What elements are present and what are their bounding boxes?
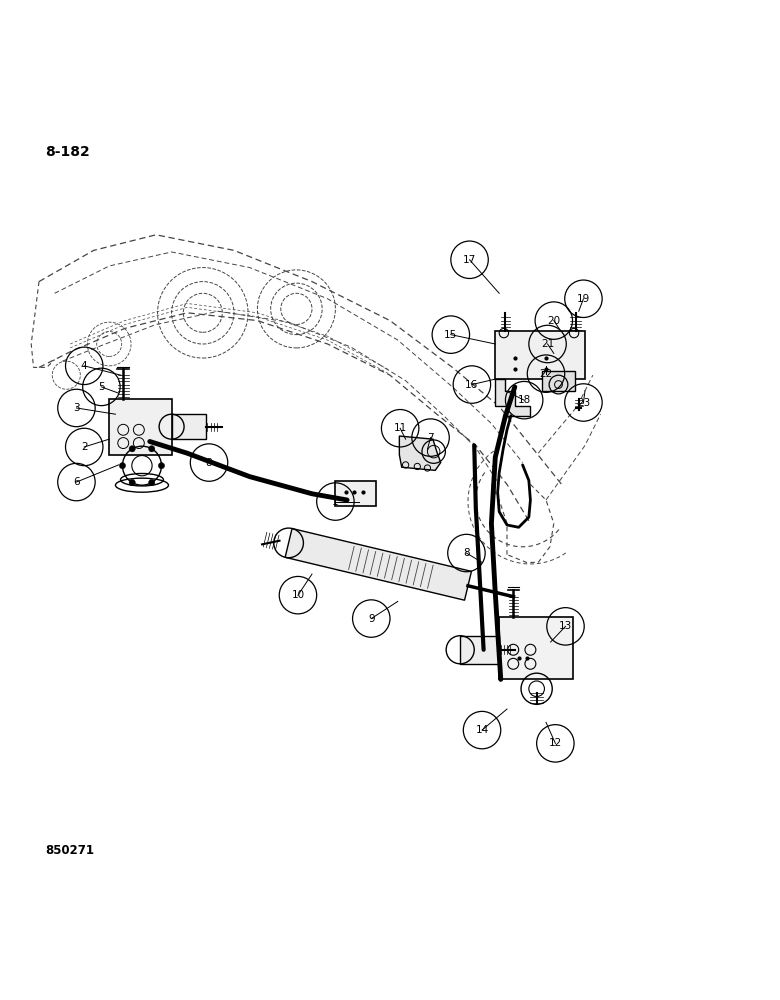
Text: 9: 9: [368, 614, 374, 624]
Text: 7: 7: [427, 433, 434, 443]
FancyBboxPatch shape: [460, 636, 499, 664]
FancyBboxPatch shape: [335, 481, 376, 506]
Text: 8-182: 8-182: [45, 145, 90, 159]
Text: 17: 17: [463, 255, 476, 265]
Circle shape: [148, 446, 154, 452]
Polygon shape: [285, 528, 471, 600]
Text: 23: 23: [577, 397, 590, 408]
Text: 8: 8: [463, 548, 470, 558]
Text: 1: 1: [332, 497, 339, 507]
Text: 2: 2: [81, 442, 87, 452]
FancyBboxPatch shape: [542, 371, 575, 391]
Text: 10: 10: [292, 590, 304, 600]
Polygon shape: [399, 436, 441, 470]
Circle shape: [119, 463, 126, 469]
Text: 18: 18: [518, 395, 530, 405]
Text: 12: 12: [549, 738, 562, 748]
Circle shape: [158, 463, 165, 469]
Text: 20: 20: [548, 316, 560, 326]
Text: 8: 8: [206, 458, 212, 468]
Circle shape: [148, 479, 154, 486]
FancyBboxPatch shape: [109, 399, 172, 455]
Text: 19: 19: [577, 294, 590, 304]
Text: 15: 15: [445, 330, 457, 340]
Circle shape: [129, 479, 136, 486]
Text: 11: 11: [394, 423, 406, 433]
Text: 6: 6: [73, 477, 80, 487]
Text: 850271: 850271: [45, 844, 94, 857]
Polygon shape: [495, 379, 530, 416]
Circle shape: [129, 446, 136, 452]
Text: 4: 4: [81, 361, 87, 371]
Text: 13: 13: [559, 621, 572, 631]
Text: 21: 21: [541, 339, 554, 349]
FancyBboxPatch shape: [172, 414, 206, 439]
FancyBboxPatch shape: [499, 617, 573, 679]
Text: 16: 16: [466, 380, 478, 390]
Text: 5: 5: [98, 382, 105, 392]
Text: 22: 22: [540, 369, 552, 379]
Text: 3: 3: [73, 403, 80, 413]
Text: 14: 14: [476, 725, 488, 735]
FancyBboxPatch shape: [495, 331, 585, 379]
